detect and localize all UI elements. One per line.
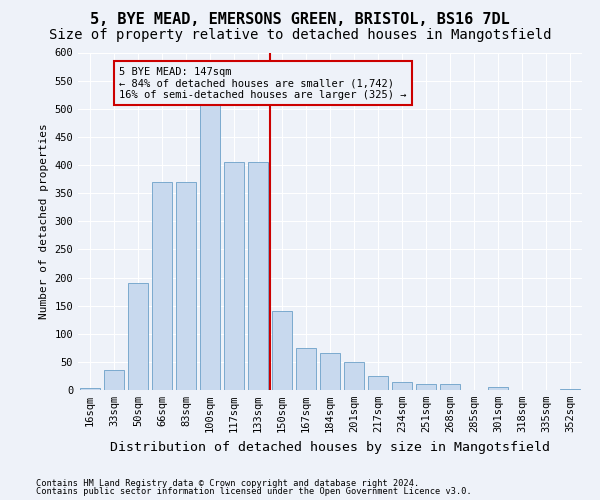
X-axis label: Distribution of detached houses by size in Mangotsfield: Distribution of detached houses by size … <box>110 440 550 454</box>
Bar <box>440 384 460 390</box>
Bar <box>224 162 244 390</box>
Bar <box>176 182 196 390</box>
Bar <box>416 384 436 390</box>
Bar <box>272 311 292 390</box>
Text: 5 BYE MEAD: 147sqm
← 84% of detached houses are smaller (1,742)
16% of semi-deta: 5 BYE MEAD: 147sqm ← 84% of detached hou… <box>119 66 406 100</box>
Bar <box>392 382 412 390</box>
Bar <box>128 283 148 390</box>
Y-axis label: Number of detached properties: Number of detached properties <box>39 124 49 319</box>
Bar <box>488 387 508 390</box>
Bar <box>80 388 100 390</box>
Bar <box>320 354 340 390</box>
Bar <box>344 362 364 390</box>
Bar <box>152 182 172 390</box>
Bar <box>104 370 124 390</box>
Bar <box>368 376 388 390</box>
Bar <box>200 103 220 390</box>
Bar <box>248 162 268 390</box>
Text: Size of property relative to detached houses in Mangotsfield: Size of property relative to detached ho… <box>49 28 551 42</box>
Bar <box>296 348 316 390</box>
Text: 5, BYE MEAD, EMERSONS GREEN, BRISTOL, BS16 7DL: 5, BYE MEAD, EMERSONS GREEN, BRISTOL, BS… <box>90 12 510 28</box>
Text: Contains public sector information licensed under the Open Government Licence v3: Contains public sector information licen… <box>36 487 472 496</box>
Text: Contains HM Land Registry data © Crown copyright and database right 2024.: Contains HM Land Registry data © Crown c… <box>36 478 419 488</box>
Bar <box>560 389 580 390</box>
